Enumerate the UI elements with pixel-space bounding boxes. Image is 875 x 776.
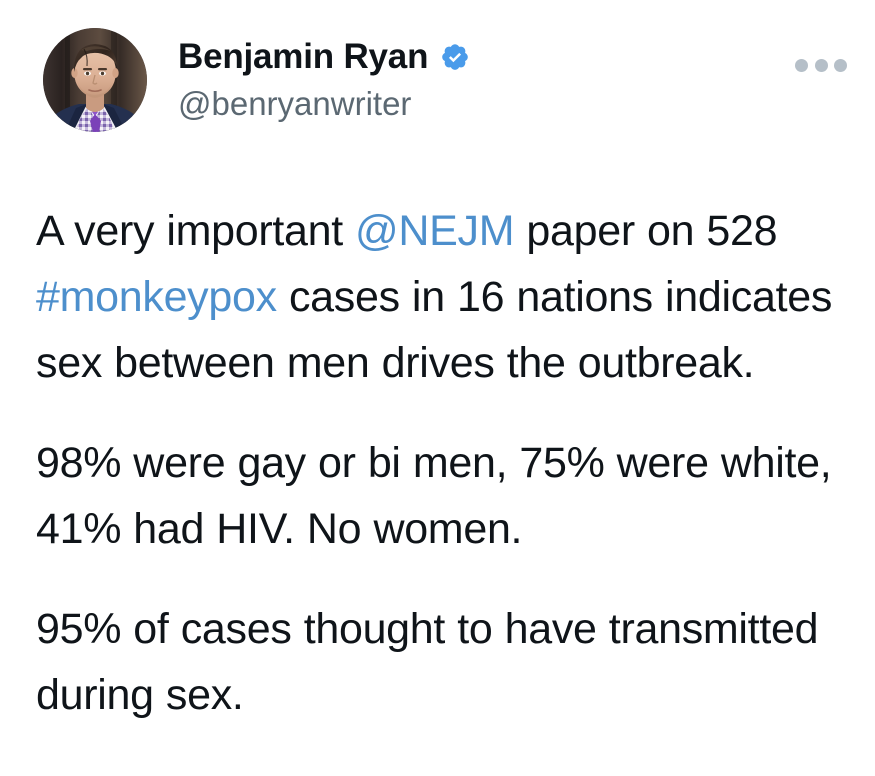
author-name-row: Benjamin Ryan <box>178 36 470 78</box>
tweet-paragraph: A very important @NEJM paper on 528 #mon… <box>36 198 853 396</box>
verified-badge-icon <box>440 42 470 72</box>
text-segment: 98% were gay or bi men, 75% were white, … <box>36 439 832 553</box>
mention-link-nejm[interactable]: @NEJM <box>355 207 515 255</box>
author-handle[interactable]: @benryanwriter <box>178 85 412 122</box>
author-display-name[interactable]: Benjamin Ryan <box>178 37 429 76</box>
tweet-text-body: A very important @NEJM paper on 528 #mon… <box>36 198 853 728</box>
text-segment: paper on 528 <box>514 207 778 255</box>
tweet-paragraph: 95% of cases thought to have transmitted… <box>36 596 853 728</box>
more-dot-1 <box>795 58 808 72</box>
text-segment: A very important <box>36 207 356 255</box>
author-identity: Benjamin Ryan @benryanwriter <box>178 28 470 126</box>
hashtag-link-monkeypox[interactable]: #monkeypox <box>36 273 277 321</box>
more-dot-3 <box>834 58 847 72</box>
text-segment: cases in 16 nations indicates sex betwee… <box>36 273 833 387</box>
tweet-paragraph: 98% were gay or bi men, 75% were white, … <box>36 430 853 562</box>
more-dot-2 <box>814 58 828 72</box>
more-horizontal-icon[interactable] <box>795 56 847 74</box>
tweet-header: Benjamin Ryan @benryanwriter <box>43 28 847 152</box>
avatar[interactable] <box>43 28 147 132</box>
text-segment: 95% of cases thought to have transmitted… <box>36 605 819 719</box>
